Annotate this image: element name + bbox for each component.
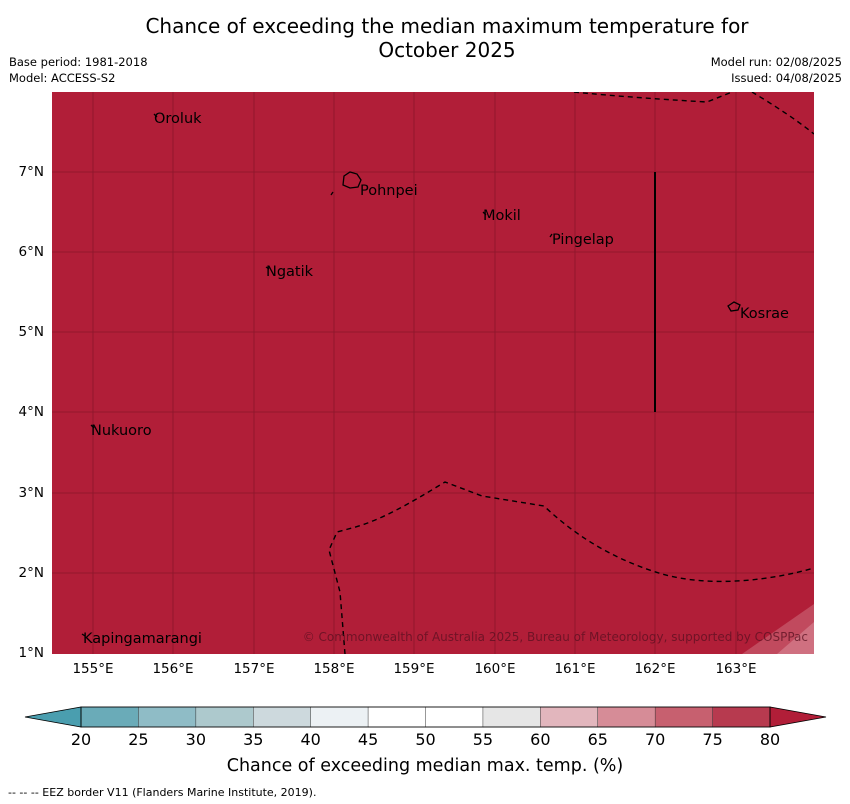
colorbar-bin bbox=[597, 706, 656, 728]
shading-65 bbox=[777, 622, 814, 654]
colorbar-frame bbox=[80, 706, 771, 728]
base-period: Base period: 1981-2018 bbox=[9, 55, 148, 69]
graticule bbox=[52, 92, 814, 654]
meta-right: Model run: 02/08/2025 Issued: 04/08/2025 bbox=[711, 54, 842, 86]
place-kosrae: Kosrae bbox=[740, 306, 789, 322]
colorbar-tick-label: 75 bbox=[702, 730, 723, 749]
place-oroluk: Oroluk bbox=[154, 111, 202, 127]
colorbar-under-arrow bbox=[24, 706, 82, 728]
oroluk-atoll bbox=[153, 113, 158, 118]
model-run: Model run: 02/08/2025 bbox=[710, 55, 842, 69]
colorbar-bin bbox=[80, 706, 140, 728]
lat-label-7n: 7°N bbox=[18, 164, 44, 180]
place-pingelap: Pingelap bbox=[552, 232, 614, 248]
colorbar-tick-label: 45 bbox=[357, 730, 379, 749]
kosrae-island bbox=[727, 301, 741, 312]
colorbar-tick-label: 20 bbox=[70, 730, 92, 749]
lat-label-3n: 3°N bbox=[18, 485, 44, 501]
colorbar-tick-label: 30 bbox=[185, 730, 206, 749]
colorbar-bin bbox=[253, 706, 312, 728]
colorbar-tick-label: 80 bbox=[759, 730, 781, 749]
colorbar-bin bbox=[712, 706, 771, 728]
map-graphics bbox=[52, 92, 814, 654]
lon-label-162e: 162°E bbox=[634, 661, 676, 677]
lon-label-157e: 157°E bbox=[233, 661, 275, 677]
lat-label-6n: 6°N bbox=[18, 244, 44, 260]
lon-label-161e: 161°E bbox=[554, 661, 596, 677]
model-name: Model: ACCESS-S2 bbox=[9, 71, 116, 85]
colorbar-bin bbox=[482, 706, 542, 728]
ngatik-atoll bbox=[265, 266, 270, 270]
lon-label-158e: 158°E bbox=[313, 661, 355, 677]
title-line-1: Chance of exceeding the median maximum t… bbox=[145, 14, 749, 38]
lat-label-5n: 5°N bbox=[18, 324, 44, 340]
colorbar-bins bbox=[80, 706, 771, 728]
colorbar-bin bbox=[540, 706, 599, 728]
colorbar-tick-label: 60 bbox=[530, 730, 551, 749]
lon-label-155e: 155°E bbox=[72, 661, 114, 677]
pingelap-atoll bbox=[549, 233, 553, 238]
colorbar-tick-label: 70 bbox=[644, 730, 666, 749]
colorbar-tick-label: 35 bbox=[243, 730, 264, 749]
lon-label-160e: 160°E bbox=[474, 661, 516, 677]
colorbar bbox=[24, 706, 827, 728]
map-title: Chance of exceeding the median maximum t… bbox=[0, 14, 850, 62]
lat-label-2n: 2°N bbox=[18, 565, 44, 581]
colorbar-bin bbox=[138, 706, 197, 728]
kapingamarangi-atoll bbox=[81, 633, 86, 637]
copyright-notice: © Commonwealth of Australia 2025, Bureau… bbox=[302, 630, 808, 644]
eez-borders bbox=[328, 92, 814, 654]
place-nukuoro: Nukuoro bbox=[91, 423, 152, 439]
colorbar-over-arrow bbox=[769, 706, 827, 728]
lon-label-156e: 156°E bbox=[152, 661, 194, 677]
colorbar-bin bbox=[425, 706, 484, 728]
title-line-2: October 2025 bbox=[378, 38, 516, 62]
lat-label-4n: 4°N bbox=[18, 404, 44, 420]
map-panel: Oroluk Pohnpei Mokil Pingelap Ngatik Kos… bbox=[52, 92, 814, 654]
issued-date: Issued: 04/08/2025 bbox=[731, 71, 842, 85]
colorbar-bin bbox=[310, 706, 369, 728]
lat-label-1n: 1°N bbox=[18, 645, 44, 661]
place-pohnpei: Pohnpei bbox=[360, 183, 418, 199]
colorbar-label: Chance of exceeding median max. temp. (%… bbox=[226, 756, 624, 776]
mokil-atoll bbox=[482, 211, 487, 216]
colorbar-tick-label: 55 bbox=[472, 730, 494, 749]
colorbar-tick-label: 65 bbox=[587, 730, 608, 749]
islands bbox=[81, 113, 741, 637]
colorbar-bin bbox=[367, 706, 427, 728]
meta-left: Base period: 1981-2018 Model: ACCESS-S2 bbox=[9, 54, 148, 86]
colorbar-bin bbox=[654, 706, 714, 728]
colorbar-tick-label: 40 bbox=[300, 730, 321, 749]
place-kapingamarangi: Kapingamarangi bbox=[83, 631, 202, 647]
pohnpei-reef bbox=[330, 191, 334, 196]
colorbar-bin bbox=[195, 706, 254, 728]
place-mokil: Mokil bbox=[483, 208, 521, 224]
colorbar-tick-label: 50 bbox=[415, 730, 436, 749]
pohnpei-island bbox=[342, 171, 362, 189]
lon-label-159e: 159°E bbox=[393, 661, 435, 677]
nukuoro-atoll bbox=[90, 424, 95, 429]
lon-label-163e: 163°E bbox=[715, 661, 757, 677]
footnote: -- -- -- EEZ border V11 (Flanders Marine… bbox=[8, 786, 317, 799]
colorbar-tick-label: 25 bbox=[128, 730, 149, 749]
place-ngatik: Ngatik bbox=[266, 264, 314, 280]
